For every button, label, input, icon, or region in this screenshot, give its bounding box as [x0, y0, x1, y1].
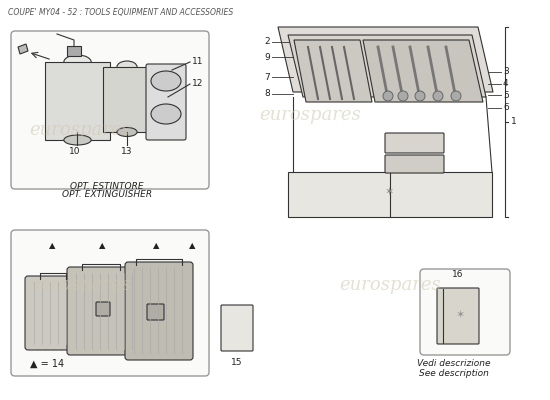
Polygon shape — [278, 27, 493, 92]
Text: 2: 2 — [265, 38, 270, 46]
Polygon shape — [18, 44, 28, 54]
FancyBboxPatch shape — [385, 133, 444, 153]
Ellipse shape — [151, 104, 181, 124]
Text: 15: 15 — [231, 358, 243, 367]
Polygon shape — [288, 172, 492, 217]
FancyBboxPatch shape — [385, 155, 444, 173]
FancyBboxPatch shape — [147, 304, 164, 320]
Text: 16: 16 — [452, 270, 464, 279]
Text: 8: 8 — [264, 90, 270, 98]
Bar — [103, 67, 151, 132]
Text: See description: See description — [419, 369, 489, 378]
Text: ✶: ✶ — [456, 310, 466, 320]
Circle shape — [451, 91, 461, 101]
FancyBboxPatch shape — [146, 64, 186, 140]
Circle shape — [433, 91, 443, 101]
Circle shape — [398, 91, 408, 101]
Text: 5: 5 — [503, 90, 509, 100]
Text: 3: 3 — [503, 68, 509, 76]
Text: Vedi descrizione: Vedi descrizione — [417, 359, 491, 368]
Text: ▲: ▲ — [153, 241, 159, 250]
Text: ▲: ▲ — [189, 241, 195, 250]
Text: 7: 7 — [264, 72, 270, 82]
Text: COUPE' MY04 - 52 : TOOLS EQUIPMENT AND ACCESSORIES: COUPE' MY04 - 52 : TOOLS EQUIPMENT AND A… — [8, 8, 233, 17]
Ellipse shape — [64, 135, 91, 145]
Text: 9: 9 — [264, 52, 270, 62]
FancyBboxPatch shape — [125, 262, 193, 360]
FancyBboxPatch shape — [25, 276, 81, 350]
FancyBboxPatch shape — [11, 230, 209, 376]
Text: 6: 6 — [503, 104, 509, 112]
FancyBboxPatch shape — [420, 269, 510, 355]
Ellipse shape — [151, 71, 181, 91]
Polygon shape — [294, 40, 372, 102]
Text: eurospares: eurospares — [339, 276, 441, 294]
Text: 4: 4 — [503, 80, 509, 88]
Text: ▲: ▲ — [99, 241, 105, 250]
Text: eurospares: eurospares — [29, 276, 131, 294]
Text: OPT. EXTINGUISHER: OPT. EXTINGUISHER — [62, 190, 152, 199]
Circle shape — [383, 91, 393, 101]
FancyBboxPatch shape — [96, 302, 110, 316]
FancyBboxPatch shape — [437, 288, 479, 344]
Bar — [67, 46, 81, 56]
Polygon shape — [288, 35, 486, 97]
Text: ▲: ▲ — [49, 241, 55, 250]
Text: OPT. ESTINTORE: OPT. ESTINTORE — [70, 182, 144, 191]
Ellipse shape — [117, 128, 137, 136]
Text: 11: 11 — [192, 58, 204, 66]
Circle shape — [415, 91, 425, 101]
Text: ▲ = 14: ▲ = 14 — [30, 359, 64, 369]
Text: 12: 12 — [192, 80, 204, 88]
Text: eurospares: eurospares — [259, 106, 361, 124]
Text: 13: 13 — [121, 147, 133, 156]
FancyBboxPatch shape — [11, 31, 209, 189]
Ellipse shape — [117, 61, 137, 73]
Polygon shape — [363, 40, 483, 102]
FancyBboxPatch shape — [67, 267, 141, 355]
FancyBboxPatch shape — [221, 305, 253, 351]
Text: eurospares: eurospares — [29, 121, 131, 139]
Bar — [45, 62, 110, 140]
Ellipse shape — [64, 55, 91, 69]
Text: 10: 10 — [69, 147, 81, 156]
Text: ✶: ✶ — [386, 187, 395, 197]
Text: 1: 1 — [511, 118, 517, 126]
